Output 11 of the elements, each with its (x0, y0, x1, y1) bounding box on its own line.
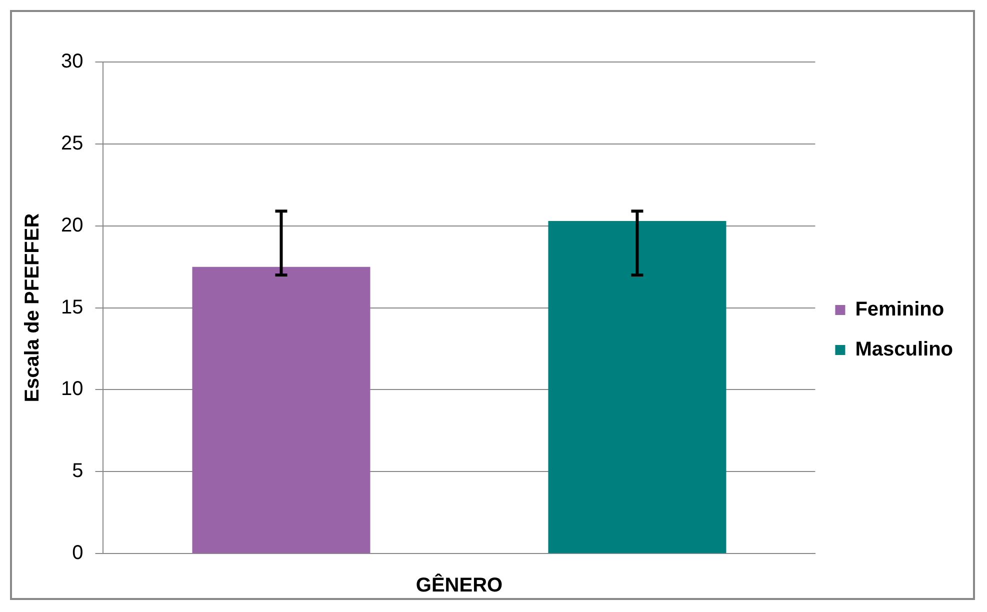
y-axis-title: Escala de PFEFFER (22, 212, 44, 402)
y-tick-label: 20 (60, 214, 84, 236)
y-tick-label: 0 (72, 542, 84, 564)
x-axis-title: GÊNERO (416, 574, 503, 597)
y-tick-label: 30 (60, 50, 84, 73)
y-tick-label: 25 (60, 132, 84, 154)
legend-label: Feminino (855, 298, 944, 321)
y-tick-label: 10 (60, 378, 84, 400)
legend-label: Masculino (855, 338, 954, 361)
y-tick-label: 15 (60, 296, 84, 318)
y-tick-label: 5 (72, 460, 84, 482)
